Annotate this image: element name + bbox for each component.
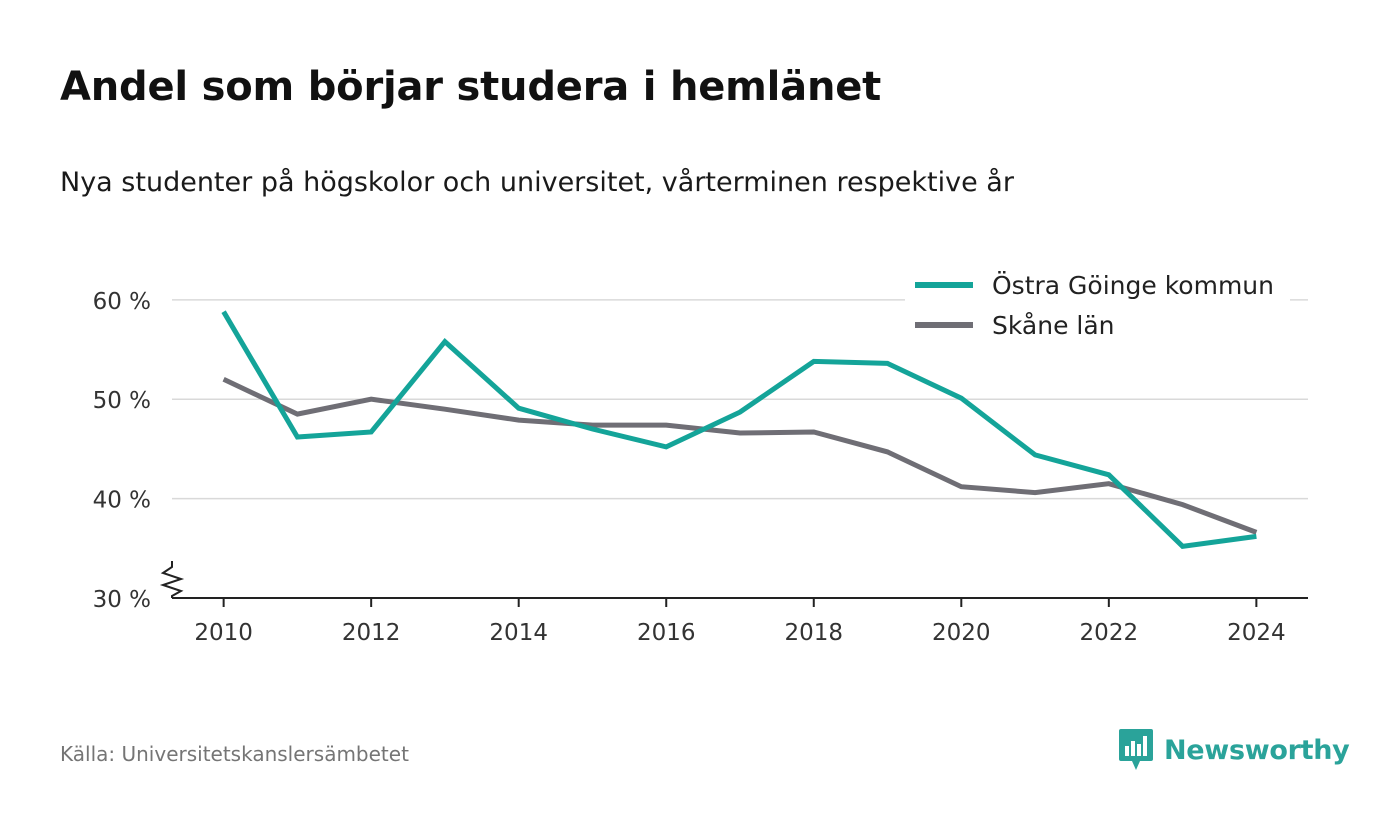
y-tick-label: 30 % <box>93 587 151 613</box>
legend-label: Östra Göinge kommun <box>992 271 1274 300</box>
x-tick-label: 2018 <box>784 620 843 646</box>
x-tick-label: 2010 <box>194 620 253 646</box>
y-tick-label: 60 % <box>93 289 151 315</box>
legend: Östra Göinge kommun Skåne län <box>905 262 1290 347</box>
x-tick-label: 2024 <box>1227 620 1286 646</box>
x-tick-label: 2012 <box>342 620 401 646</box>
newsworthy-logo-icon <box>1119 729 1153 770</box>
x-tick-label: 2020 <box>932 620 991 646</box>
brand-name: Newsworthy <box>1164 734 1350 766</box>
series-lines <box>221 310 1258 549</box>
source-note: Källa: Universitetskanslersämbetet <box>60 742 409 766</box>
series-line <box>222 377 1258 535</box>
y-tick-label: 40 % <box>93 488 151 514</box>
axis-break-marker <box>159 561 185 598</box>
legend-label: Skåne län <box>992 311 1115 340</box>
series-line <box>221 310 1257 549</box>
chart-title: Andel som börjar studera i hemlänet <box>60 64 882 110</box>
chart-subtitle: Nya studenter på högskolor och universit… <box>60 167 1014 198</box>
brand-logo: Newsworthy <box>1118 728 1350 772</box>
x-tick-label: 2014 <box>489 620 548 646</box>
axes: 30 % 40 % 50 % 60 % 2010 2012 2014 2016 2018 2020… <box>93 289 1308 646</box>
x-tick-label: 2022 <box>1080 620 1139 646</box>
line-chart: 30 % 40 % 50 % 60 % 2010 2012 2014 2016 2018 2020… <box>92 262 1308 646</box>
legend-background <box>905 262 1290 347</box>
y-tick-label: 50 % <box>93 388 151 414</box>
x-tick-label: 2016 <box>637 620 696 646</box>
